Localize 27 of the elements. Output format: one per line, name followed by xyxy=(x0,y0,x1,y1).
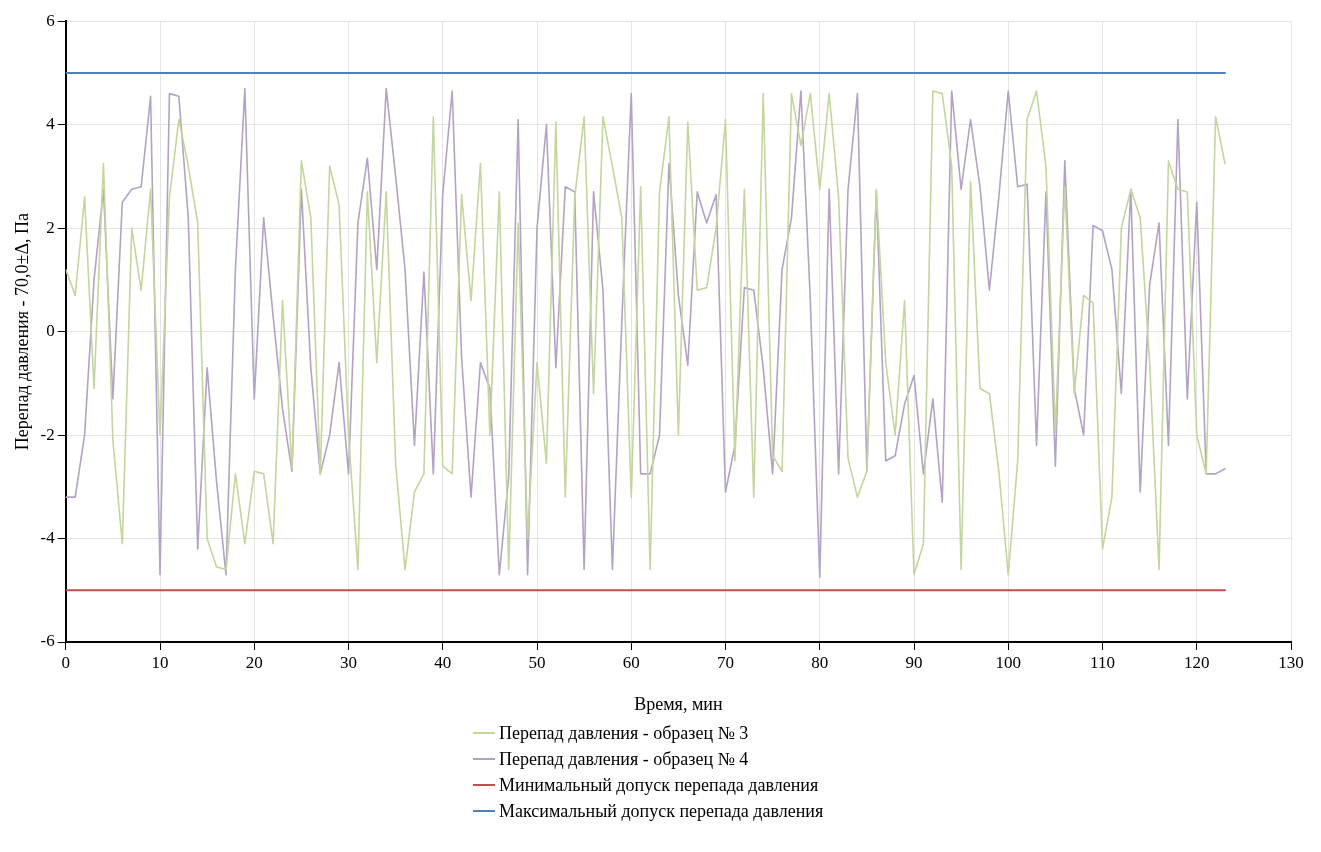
x-tick-label: 100 xyxy=(995,652,1021,672)
legend-label: Максимальный допуск перепада давления xyxy=(499,800,824,822)
y-tick-label: 4 xyxy=(46,114,56,134)
y-tick-label: -2 xyxy=(40,424,55,444)
y-tick-label: -6 xyxy=(40,631,55,651)
x-tick-label: 120 xyxy=(1184,652,1210,672)
x-tick-label: 50 xyxy=(528,652,546,672)
x-tick-label: 30 xyxy=(340,652,358,672)
x-tick-label: 80 xyxy=(811,652,829,672)
legend-label: Перепад давления - образец № 3 xyxy=(499,722,749,744)
x-tick-label: 90 xyxy=(905,652,923,672)
x-tick-label: 60 xyxy=(622,652,640,672)
x-tick-label: 0 xyxy=(61,652,71,672)
x-tick-label: 10 xyxy=(151,652,169,672)
y-tick-label: -4 xyxy=(40,528,56,547)
y-tick-label: 2 xyxy=(46,217,55,237)
legend-label: Перепад давления - образец № 4 xyxy=(499,748,749,770)
x-axis-title: Время, мин xyxy=(634,693,723,714)
y-tick-label: 0 xyxy=(46,321,55,341)
x-tick-label: 70 xyxy=(717,652,735,672)
x-tick-label: 130 xyxy=(1278,652,1304,672)
y-axis-title: Перепад давления - 70,0±Δ, Па xyxy=(11,213,32,451)
legend-label: Минимальный допуск перепада давления xyxy=(499,774,819,796)
x-tick-label: 110 xyxy=(1090,652,1115,672)
x-tick-label: 20 xyxy=(245,652,263,672)
y-tick-label: 6 xyxy=(46,10,55,30)
x-tick-label: 40 xyxy=(434,652,452,672)
